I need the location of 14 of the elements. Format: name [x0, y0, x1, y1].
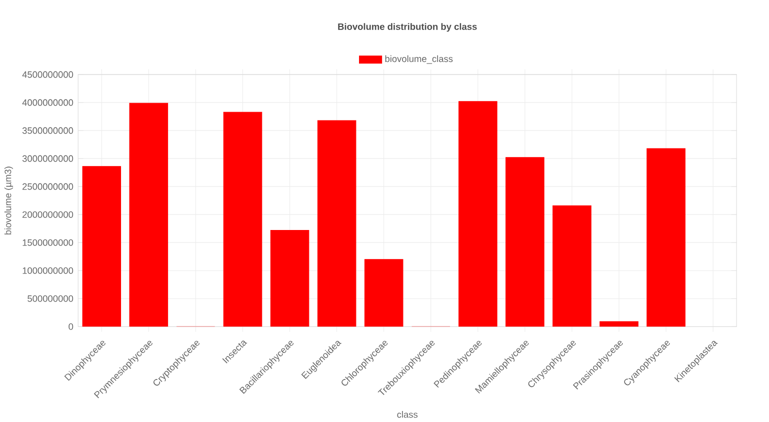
y-tick-label: 2500000000 [22, 183, 74, 190]
chart-title: Biovolume distribution by class [338, 23, 477, 32]
y-tick-label: 1000000000 [22, 267, 74, 274]
y-tick-label: 4500000000 [22, 71, 74, 78]
y-tick-label: 3500000000 [22, 127, 74, 134]
y-tick-label: 2000000000 [22, 211, 74, 218]
y-axis-title: biovolume (µm3) [4, 166, 14, 234]
y-tick-label: 1500000000 [22, 239, 74, 246]
x-axis-title: class [397, 410, 418, 418]
y-tick-label: 500000000 [28, 295, 74, 302]
legend-label: biovolume_class [385, 55, 453, 64]
y-tick-label: 0 [68, 323, 74, 330]
y-tick-label: 3000000000 [22, 155, 74, 162]
y-tick-label: 4000000000 [22, 99, 74, 106]
